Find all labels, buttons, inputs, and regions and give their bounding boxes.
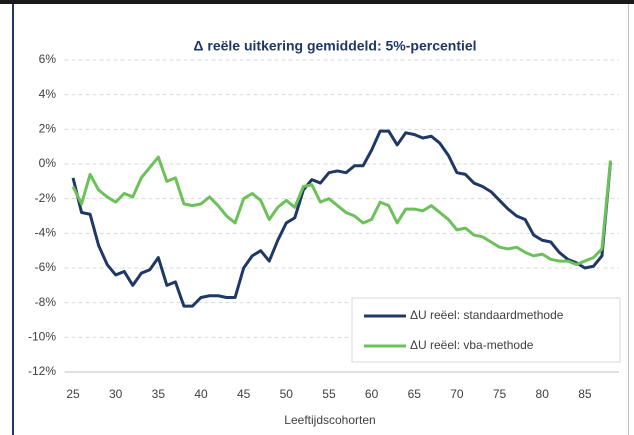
series-line [71,129,612,308]
y-tick-label: 6% [39,52,57,66]
y-tick-label: -4% [35,226,57,240]
frame-right [628,4,629,435]
x-tick-label: 75 [493,387,507,401]
chart-title: Δ reële uitkering gemiddeld: 5%-percenti… [193,38,476,54]
x-tick-label: 80 [536,387,550,401]
x-tick-label: 85 [578,387,592,401]
x-tick-label: 40 [194,387,208,401]
x-axis-label: Leeftijdscohorten [284,413,375,427]
y-tick-label: -2% [35,191,57,205]
y-tick-label: 0% [39,156,57,170]
x-tick-label: 55 [322,387,336,401]
x-tick-label: 45 [237,387,251,401]
frame-top [0,0,634,4]
frame-left [12,4,14,435]
y-tick-label: -12% [28,364,56,378]
x-tick-label: 30 [109,387,123,401]
x-tick-label: 50 [280,387,294,401]
legend-box [351,297,621,363]
legend-label: ΔU reëel: vba-methode [410,338,534,352]
x-tick-label: 65 [408,387,422,401]
y-tick-label: -6% [35,260,57,274]
x-tick-label: 60 [365,387,379,401]
legend-label: ΔU reëel: standaardmethode [410,308,564,322]
x-tick-label: 70 [450,387,464,401]
y-tick-label: 2% [39,122,57,136]
y-tick-label: -8% [35,295,57,309]
x-tick-label: 35 [152,387,166,401]
x-tick-label: 25 [66,387,80,401]
y-tick-label: 4% [39,87,57,101]
y-tick-label: -10% [28,330,56,344]
series-line [71,155,612,267]
